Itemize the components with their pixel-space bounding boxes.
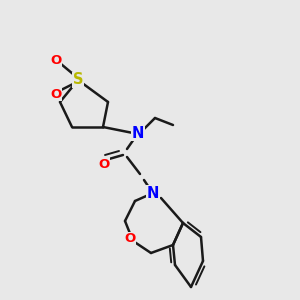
Text: O: O — [50, 88, 62, 100]
Text: O: O — [124, 232, 136, 245]
Text: N: N — [132, 125, 144, 140]
Text: S: S — [73, 73, 83, 88]
Text: O: O — [50, 53, 62, 67]
Text: N: N — [147, 185, 159, 200]
Text: O: O — [98, 158, 110, 170]
